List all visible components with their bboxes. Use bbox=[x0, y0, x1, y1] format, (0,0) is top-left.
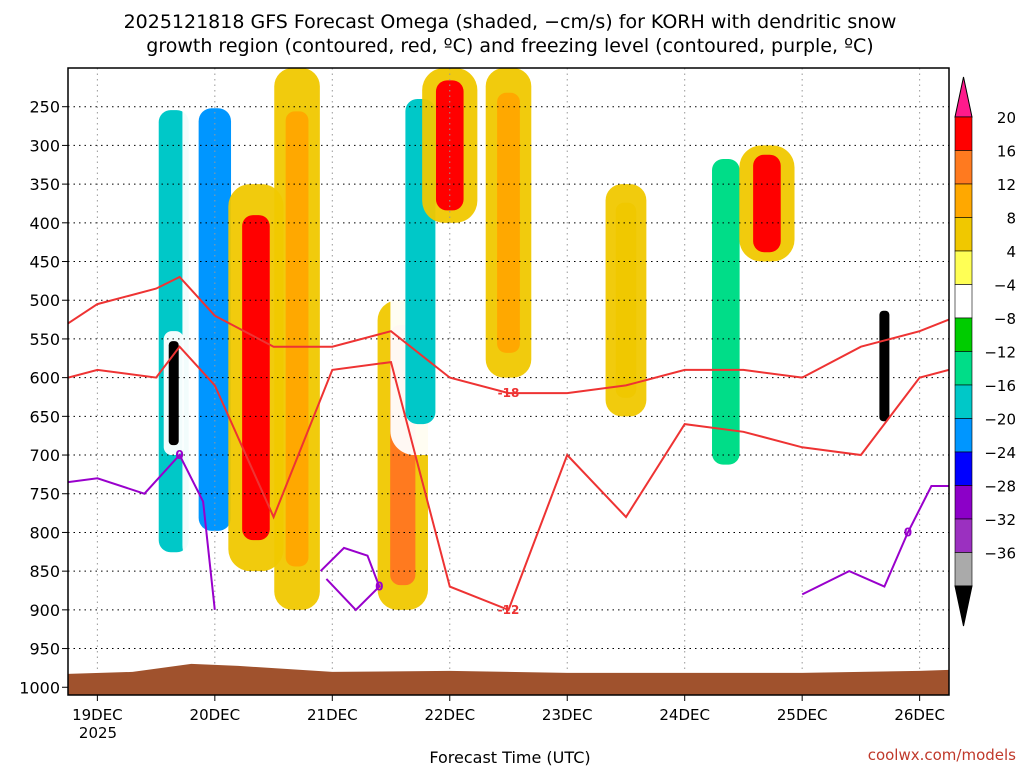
x-tick-label: 24DEC bbox=[659, 706, 710, 724]
colorbar-swatch bbox=[954, 518, 973, 553]
y-tick-label: 650 bbox=[29, 407, 60, 426]
colorbar-swatch bbox=[954, 284, 973, 319]
contours: -18 -12 0 0 0 bbox=[68, 275, 949, 617]
colorbar-swatch bbox=[954, 116, 973, 151]
freezing-contour bbox=[801, 485, 949, 596]
colorbar-swatch bbox=[954, 552, 973, 587]
freezing-contour bbox=[319, 546, 381, 612]
y-tick-label: 300 bbox=[29, 136, 60, 155]
x-tick-label: 23DEC bbox=[542, 706, 593, 724]
x-tick-label: 22DEC bbox=[424, 706, 475, 724]
y-tick-label: 850 bbox=[29, 562, 60, 581]
dgz-contour-label: -12 bbox=[498, 603, 520, 617]
chart-title-line1: 2025121818 GFS Forecast Omega (shaded, −… bbox=[124, 11, 897, 33]
x-tick-label: 25DEC bbox=[777, 706, 828, 724]
colorbar: 20 16 12 8 4 −4 −8 −12 −16 −20 −24 −28 −32 −36 bbox=[954, 76, 1016, 627]
colorbar-label: −36 bbox=[984, 545, 1016, 563]
colorbar-label: −32 bbox=[984, 511, 1016, 529]
credit-link[interactable]: coolwx.com/models bbox=[868, 746, 1016, 764]
chart-title-line2: growth region (contoured, red, ºC) and f… bbox=[146, 35, 873, 57]
omega-band bbox=[615, 202, 637, 398]
y-tick-label: 550 bbox=[29, 330, 60, 349]
y-tick-label: 1000 bbox=[19, 678, 60, 697]
y-tick-label: 750 bbox=[29, 485, 60, 504]
colorbar-swatch bbox=[954, 250, 973, 285]
colorbar-label: −24 bbox=[984, 444, 1016, 462]
omega-band bbox=[712, 159, 740, 465]
colorbar-swatch bbox=[954, 183, 973, 218]
colorbar-top-arrow bbox=[954, 76, 973, 118]
terrain bbox=[68, 663, 949, 695]
terrain-fill bbox=[68, 663, 949, 695]
dgz-contour-label: -18 bbox=[498, 386, 520, 400]
y-tick-label: 700 bbox=[29, 446, 60, 465]
y-tick-label: 500 bbox=[29, 291, 60, 310]
colorbar-label: −8 bbox=[994, 310, 1016, 328]
y-tick-label: 800 bbox=[29, 523, 60, 542]
colorbar-label: 12 bbox=[997, 176, 1016, 194]
omega-band bbox=[753, 154, 781, 253]
omega-band bbox=[356, 89, 379, 318]
omega-band bbox=[97, 140, 121, 499]
colorbar-label: 8 bbox=[1006, 210, 1016, 228]
y-axis: 250 300 350 400 450 500 550 600 650 700 750 800 850 9… bbox=[19, 98, 68, 697]
colorbar-swatch bbox=[954, 150, 973, 185]
dgz-contour bbox=[68, 345, 949, 612]
y-tick-label: 950 bbox=[29, 640, 60, 659]
colorbar-label: −12 bbox=[984, 344, 1016, 362]
colorbar-label: −16 bbox=[984, 377, 1016, 395]
colorbar-bottom-arrow bbox=[954, 585, 973, 627]
colorbar-label: 4 bbox=[1006, 243, 1016, 261]
colorbar-swatch bbox=[954, 317, 973, 352]
x-axis-label: Forecast Time (UTC) bbox=[429, 748, 590, 767]
colorbar-label: −4 bbox=[994, 277, 1016, 295]
colorbar-swatch bbox=[954, 451, 973, 486]
colorbar-swatch bbox=[954, 384, 973, 419]
y-tick-label: 600 bbox=[29, 369, 60, 388]
y-tick-label: 350 bbox=[29, 175, 60, 194]
y-tick-label: 900 bbox=[29, 601, 60, 620]
y-tick-label: 250 bbox=[29, 98, 60, 117]
y-tick-label: 400 bbox=[29, 214, 60, 233]
colorbar-label: 16 bbox=[997, 143, 1016, 161]
x-axis-year: 2025 bbox=[79, 724, 117, 742]
freezing-contour-label: 0 bbox=[175, 448, 183, 462]
freezing-contour-label: 0 bbox=[375, 580, 383, 594]
omega-band bbox=[879, 310, 890, 422]
omega-band bbox=[285, 111, 309, 567]
colorbar-swatch bbox=[954, 351, 973, 386]
colorbar-label: 20 bbox=[997, 109, 1016, 127]
freezing-contour-label: 0 bbox=[904, 525, 912, 539]
x-tick-label: 26DEC bbox=[894, 706, 945, 724]
x-tick-label: 21DEC bbox=[307, 706, 358, 724]
x-tick-label: 19DEC bbox=[72, 706, 123, 724]
y-tick-label: 450 bbox=[29, 253, 60, 272]
x-axis: 19DEC 20DEC 21DEC 22DEC 23DEC 24DEC 25DEC 26DEC bbox=[72, 695, 945, 724]
colorbar-label: −20 bbox=[984, 411, 1016, 429]
colorbar-swatch bbox=[954, 217, 973, 252]
x-tick-label: 20DEC bbox=[190, 706, 241, 724]
colorbar-swatch bbox=[954, 418, 973, 453]
colorbar-swatch bbox=[954, 485, 973, 520]
colorbar-label: −28 bbox=[984, 478, 1016, 496]
omega-band bbox=[168, 341, 179, 446]
plot-frame bbox=[67, 67, 950, 696]
dgz-contour bbox=[68, 275, 949, 395]
omega-band bbox=[198, 108, 232, 531]
freezing-contour bbox=[68, 453, 216, 611]
